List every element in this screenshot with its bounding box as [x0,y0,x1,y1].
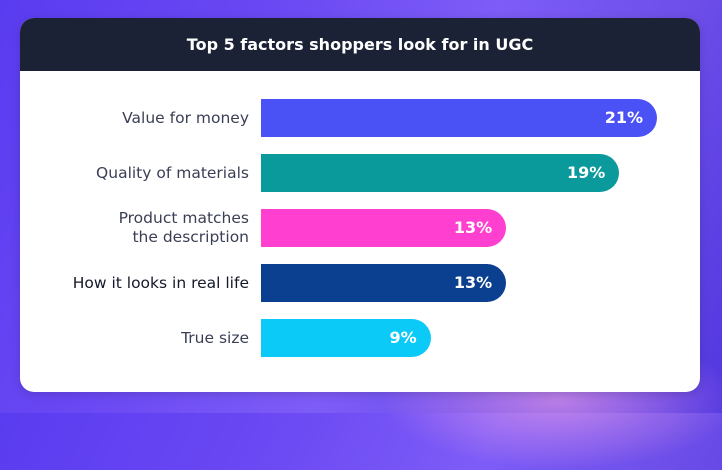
value-label: 19% [566,163,606,182]
category-label: Value for money [122,108,249,127]
value-label: 21% [604,108,643,127]
bar [261,99,657,137]
bar [261,319,431,357]
bar [261,209,507,247]
value-label: 13% [453,273,493,292]
bar [261,264,507,302]
category-label: Product matches the description [118,209,249,246]
category-label: True size [181,328,249,347]
value-label: 13% [453,218,493,237]
category-label: Quality of materials [96,163,249,182]
chart-card: Top 5 factors shoppers look for in UGC V… [20,18,700,392]
bar-chart: Value for money 21% Quality of materials 19… [20,71,700,392]
value-label: 9% [389,328,417,347]
category-label: How it looks in real life [72,273,249,292]
bar [261,154,620,192]
chart-title: Top 5 factors shoppers look for in UGC [20,18,700,71]
